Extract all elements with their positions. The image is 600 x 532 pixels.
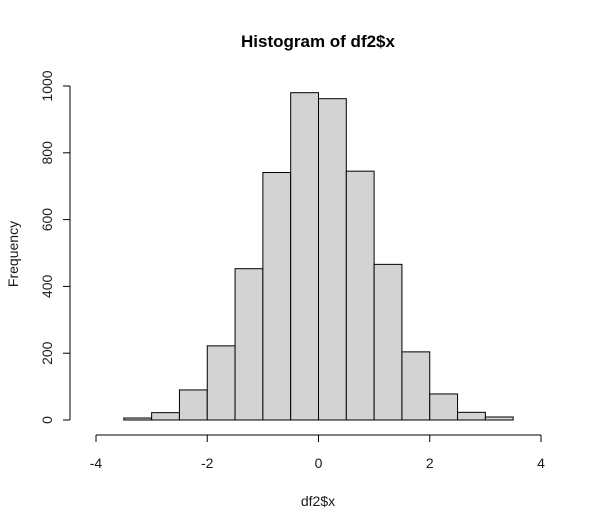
y-axis-label: Frequency <box>5 221 21 287</box>
x-tick-label-2: 0 <box>315 455 323 471</box>
histogram-bar-4 <box>234 268 264 421</box>
bars-group <box>123 92 514 421</box>
histogram-bar-11 <box>429 393 459 421</box>
histogram-bar-7 <box>318 98 347 421</box>
histogram-bar-1 <box>151 412 180 421</box>
x-tick-label-3: 2 <box>426 455 434 471</box>
x-axis-label: df2$x <box>301 493 335 509</box>
chart-title: Histogram of df2$x <box>241 32 396 51</box>
x-tick-label-0: -4 <box>90 455 103 471</box>
y-tick-label-4: 800 <box>39 141 55 165</box>
y-tick-label-2: 400 <box>39 275 55 299</box>
x-tick-label-1: -2 <box>201 455 214 471</box>
histogram-bar-3 <box>206 345 236 421</box>
y-tick-label-5: 1000 <box>39 70 55 101</box>
histogram-bar-5 <box>262 172 292 421</box>
x-axis: -4 -2 0 2 4 <box>90 434 545 471</box>
y-tick-label-1: 200 <box>39 341 55 365</box>
histogram-bar-10 <box>401 351 431 421</box>
x-tick-label-4: 4 <box>537 455 545 471</box>
y-axis: 0 200 400 600 800 1000 <box>39 70 71 424</box>
histogram-bar-6 <box>290 92 319 421</box>
histogram-bar-9 <box>373 263 403 421</box>
histogram-bar-2 <box>178 389 208 421</box>
y-tick-label-0: 0 <box>39 416 55 424</box>
histogram-bar-12 <box>457 411 486 421</box>
histogram-bar-8 <box>345 170 375 421</box>
y-tick-label-3: 600 <box>39 208 55 232</box>
